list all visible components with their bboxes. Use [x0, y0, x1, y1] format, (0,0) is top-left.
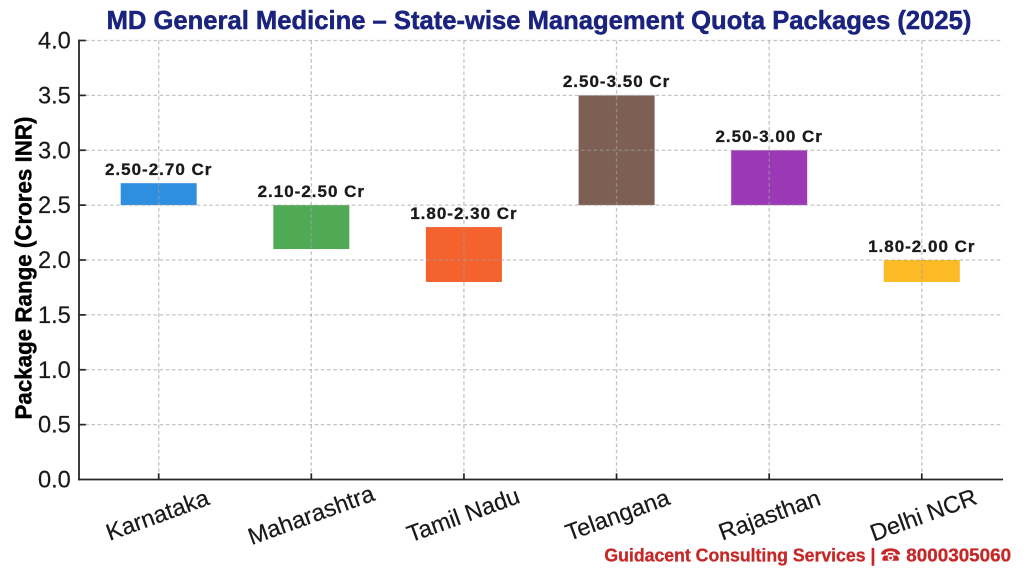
svg-text:1.0: 1.0 [38, 358, 71, 384]
svg-text:0.0: 0.0 [38, 468, 71, 494]
svg-text:4.0: 4.0 [38, 29, 71, 55]
svg-text:MD General Medicine – State-wi: MD General Medicine – State-wise Managem… [107, 7, 972, 35]
svg-text:2.5: 2.5 [38, 193, 71, 219]
svg-text:1.5: 1.5 [38, 303, 71, 329]
svg-text:1.80-2.00 Cr: 1.80-2.00 Cr [868, 237, 975, 256]
svg-text:3.5: 3.5 [38, 84, 71, 110]
svg-text:Guidacent Consulting Services: Guidacent Consulting Services | [604, 545, 875, 565]
svg-text:2.10-2.50 Cr: 2.10-2.50 Cr [258, 182, 365, 201]
svg-text:3.0: 3.0 [38, 138, 71, 164]
svg-text:1.80-2.30 Cr: 1.80-2.30 Cr [410, 204, 517, 223]
svg-text:2.50-3.00 Cr: 2.50-3.00 Cr [715, 127, 822, 146]
svg-text:2.50-2.70 Cr: 2.50-2.70 Cr [105, 160, 212, 179]
svg-text:0.5: 0.5 [38, 413, 71, 439]
svg-text:2.0: 2.0 [38, 248, 71, 274]
svg-text:Package Range (Crores INR): Package Range (Crores INR) [11, 117, 37, 420]
svg-text:2.50-3.50 Cr: 2.50-3.50 Cr [563, 72, 670, 91]
svg-text:8000305060: 8000305060 [906, 545, 1011, 565]
